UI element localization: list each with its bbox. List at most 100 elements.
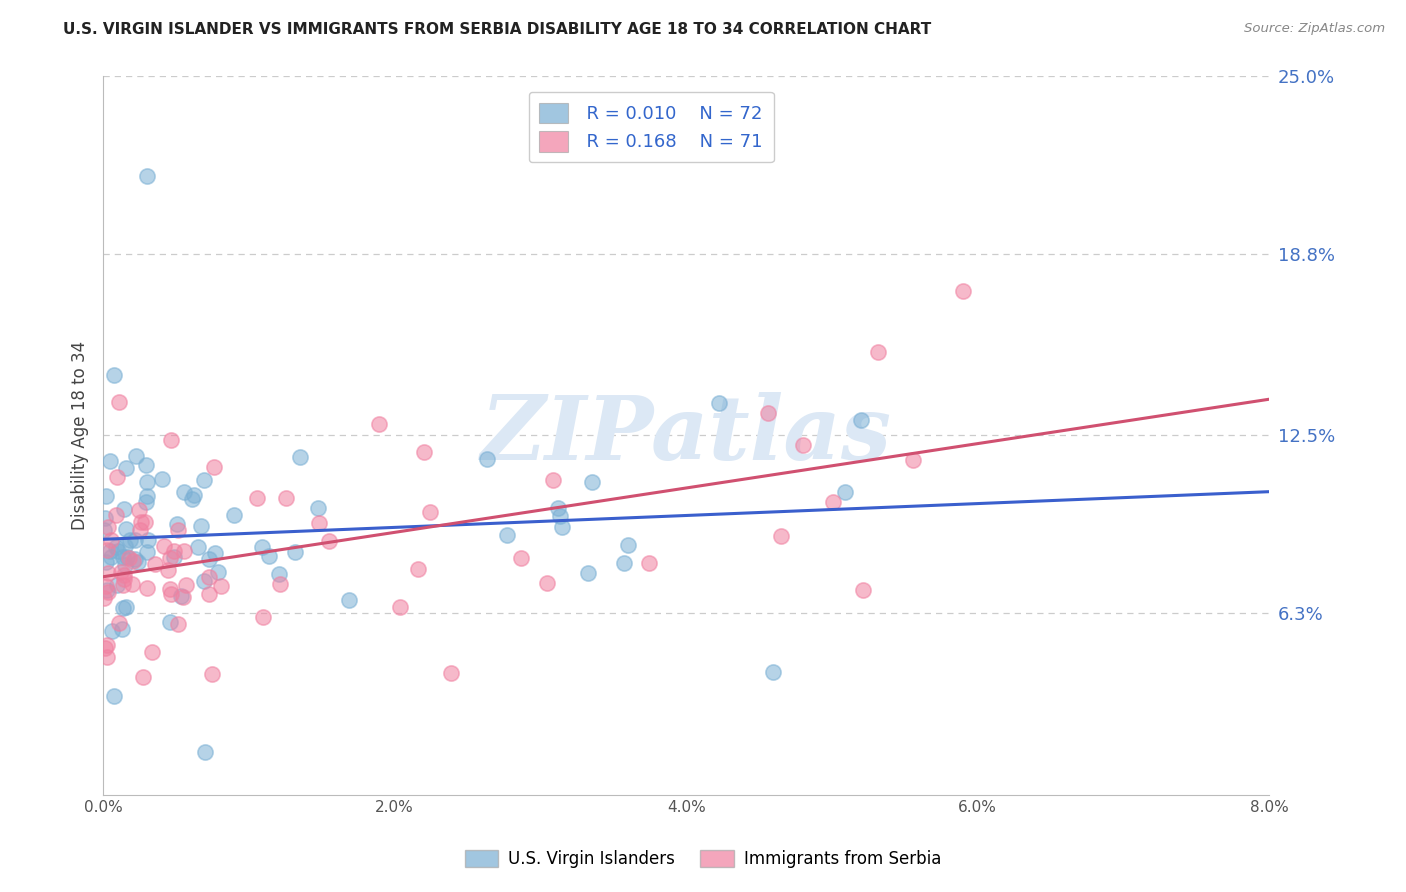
Point: [202, 460, 225, 475]
Point: [112, 567, 135, 582]
Point: [174, 578, 197, 592]
Point: [112, 502, 135, 516]
Point: [475, 452, 498, 467]
Point: [135, 582, 157, 596]
Point: [97, 566, 120, 580]
Point: [193, 574, 215, 589]
Point: [413, 445, 436, 459]
Point: [128, 503, 150, 517]
Point: [129, 515, 152, 529]
Point: [257, 549, 280, 563]
Point: [101, 624, 124, 639]
Point: [127, 555, 149, 569]
Point: [548, 509, 571, 524]
Point: [112, 572, 135, 586]
Point: [94, 489, 117, 503]
Point: [496, 528, 519, 542]
Point: [617, 538, 640, 552]
Point: [252, 610, 274, 624]
Point: [173, 544, 195, 558]
Point: [207, 566, 229, 580]
Point: [163, 544, 186, 558]
Point: [337, 592, 360, 607]
Point: [952, 285, 974, 299]
Point: [792, 438, 814, 452]
Point: [547, 501, 569, 516]
Point: [849, 412, 872, 426]
Point: [852, 582, 875, 597]
Point: [114, 558, 136, 573]
Point: [94, 511, 117, 525]
Point: [367, 417, 389, 431]
Point: [104, 508, 127, 523]
Point: [269, 576, 291, 591]
Point: [108, 616, 131, 631]
Legend: U.S. Virgin Islanders, Immigrants from Serbia: U.S. Virgin Islanders, Immigrants from S…: [458, 843, 948, 875]
Point: [115, 522, 138, 536]
Point: [94, 640, 117, 655]
Point: [111, 622, 134, 636]
Point: [103, 368, 125, 382]
Point: [159, 582, 181, 597]
Point: [159, 615, 181, 629]
Point: [96, 583, 118, 598]
Point: [194, 745, 217, 759]
Point: [160, 433, 183, 447]
Point: [581, 475, 603, 490]
Point: [576, 566, 599, 581]
Point: [96, 649, 118, 664]
Point: [756, 406, 779, 420]
Point: [135, 458, 157, 473]
Point: [97, 585, 120, 599]
Point: [613, 556, 636, 570]
Text: ZIPatlas: ZIPatlas: [481, 392, 891, 478]
Point: [166, 516, 188, 531]
Point: [638, 556, 661, 570]
Point: [118, 533, 141, 548]
Point: [150, 472, 173, 486]
Point: [157, 564, 180, 578]
Point: [551, 520, 574, 534]
Point: [153, 539, 176, 553]
Point: [114, 539, 136, 553]
Text: U.S. VIRGIN ISLANDER VS IMMIGRANTS FROM SERBIA DISABILITY AGE 18 TO 34 CORRELATI: U.S. VIRGIN ISLANDER VS IMMIGRANTS FROM …: [63, 22, 932, 37]
Point: [204, 546, 226, 560]
Point: [104, 540, 127, 554]
Point: [167, 616, 190, 631]
Point: [541, 473, 564, 487]
Point: [114, 599, 136, 614]
Point: [136, 545, 159, 559]
Point: [389, 599, 412, 614]
Point: [440, 665, 463, 680]
Point: [769, 529, 792, 543]
Point: [197, 586, 219, 600]
Point: [187, 540, 209, 554]
Point: [224, 508, 246, 522]
Point: [284, 544, 307, 558]
Point: [98, 454, 121, 468]
Point: [318, 533, 340, 548]
Point: [707, 395, 730, 409]
Point: [115, 461, 138, 475]
Point: [209, 579, 232, 593]
Point: [135, 495, 157, 509]
Point: [97, 520, 120, 534]
Point: [868, 345, 890, 359]
Point: [128, 523, 150, 537]
Point: [246, 491, 269, 505]
Point: [96, 543, 118, 558]
Point: [267, 567, 290, 582]
Point: [536, 575, 558, 590]
Point: [419, 506, 441, 520]
Point: [201, 667, 224, 681]
Y-axis label: Disability Age 18 to 34: Disability Age 18 to 34: [72, 341, 89, 530]
Point: [169, 590, 191, 604]
Point: [197, 569, 219, 583]
Point: [159, 587, 181, 601]
Point: [100, 533, 122, 547]
Legend:   R = 0.010    N = 72,   R = 0.168    N = 71: R = 0.010 N = 72, R = 0.168 N = 71: [529, 92, 773, 162]
Point: [134, 515, 156, 529]
Point: [105, 470, 128, 484]
Point: [307, 501, 329, 516]
Point: [159, 550, 181, 565]
